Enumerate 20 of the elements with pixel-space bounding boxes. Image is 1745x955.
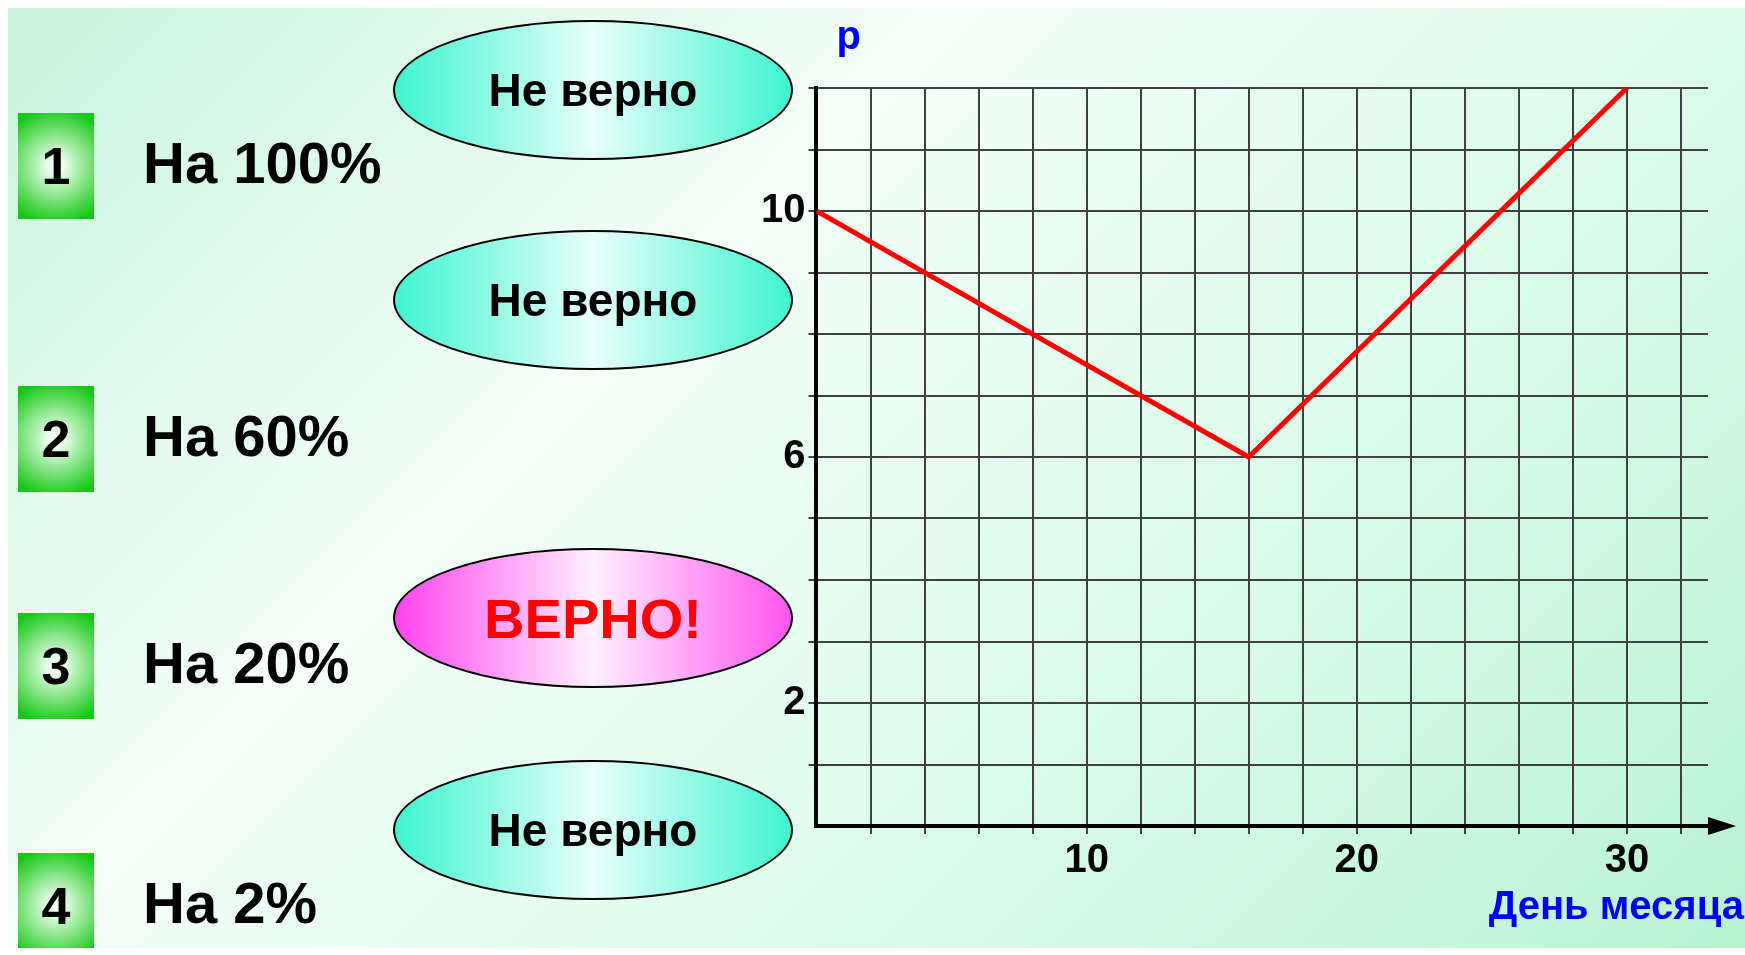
text: 3 [18, 613, 94, 719]
text: На 20% [143, 629, 350, 696]
text: Не верно [393, 20, 793, 160]
text: 4 [40, 876, 72, 937]
text: На 100% [143, 129, 382, 196]
text: На 60% [143, 402, 350, 469]
text: ВЕРНО! [484, 586, 702, 650]
x-tick-label: 20 [1334, 836, 1380, 881]
text: 1 [18, 113, 94, 219]
x-axis-title: День месяца [1488, 883, 1745, 928]
y-axis-title: р [836, 13, 861, 58]
x-tick-label: 10 [1064, 836, 1109, 881]
text: Не верно [393, 760, 793, 900]
x-tick-label: 30 [1604, 836, 1650, 881]
text: 2 [18, 386, 94, 492]
y-tick-label: 6 [783, 432, 806, 477]
y-tick-label: 2 [783, 678, 806, 723]
text: На 2% [143, 869, 318, 936]
text: Не верно [393, 230, 793, 370]
y-tick-label: 10 [760, 186, 806, 231]
